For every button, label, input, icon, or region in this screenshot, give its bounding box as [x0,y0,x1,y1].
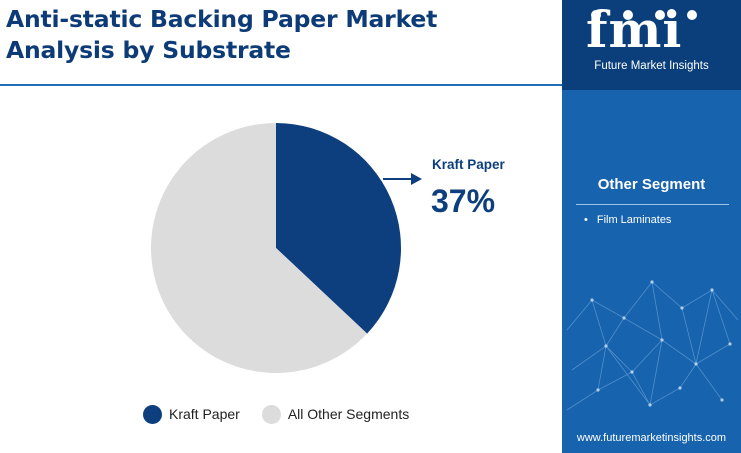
logo-subtitle: Future Market Insights [594,60,709,72]
pie-chart-area: Kraft Paper 37% [0,90,562,453]
callout-arrow [383,173,422,185]
other-segment-divider [576,204,729,205]
logo-figures-icon [591,10,697,20]
legend-swatch-other-segments [261,404,281,424]
legend-item-other-segments: All Other Segments [261,404,410,424]
chart-legend: Kraft Paper All Other Segments [143,402,409,426]
sidebar-panel: fmi Future Market Insights Other Segment… [562,0,741,453]
callout-label: Kraft Paper [432,157,505,172]
network-graphic [566,280,739,411]
pie-slice-all-other-segments [151,123,368,373]
fmi-logo: fmi [586,0,683,59]
title-divider [0,84,562,86]
other-segment-item: Film Laminates [584,214,672,226]
callout-arrowhead [411,173,422,185]
pie-slice-kraft-paper [276,123,401,334]
legend-item-kraft-paper: Kraft Paper [143,404,240,424]
website-url: www.futuremarketinsights.com [576,432,727,444]
page-title: Anti-static Backing Paper Market Analysi… [6,5,438,64]
other-segment-title: Other Segment [597,176,706,193]
logo-box: fmi Future Market Insights [562,0,741,90]
callout-value: 37% [431,183,496,219]
legend-swatch-kraft-paper [143,404,162,424]
pie-chart [151,123,401,373]
legend-label-kraft-paper: Kraft Paper [169,406,240,422]
other-segment-list: Film Laminates [584,214,672,226]
legend-label-other-segments: All Other Segments [287,406,410,422]
